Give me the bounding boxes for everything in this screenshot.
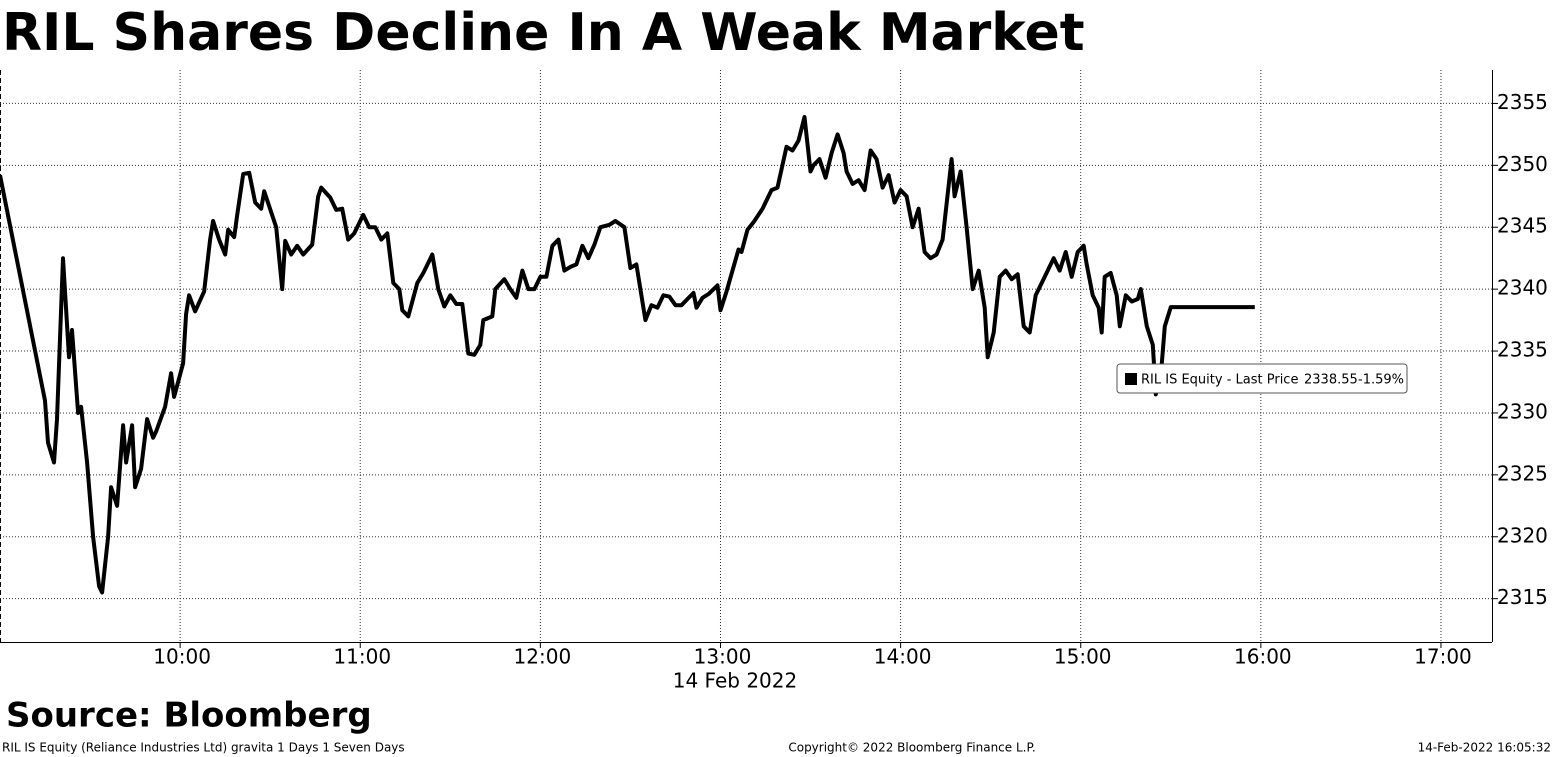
x-tick-label: 10:00 <box>153 645 211 669</box>
y-tick-label: 2325 <box>1497 461 1548 485</box>
x-axis-label: 14 Feb 2022 <box>673 669 797 693</box>
legend-box <box>1116 363 1408 394</box>
chart-title: RIL Shares Decline In A Weak Market <box>2 3 1085 63</box>
legend: RIL IS Equity - Last Price 2338.55 -1.59… <box>1116 363 1408 394</box>
legend-change: -1.59% <box>1358 373 1404 388</box>
y-tick-label: 2315 <box>1497 585 1548 609</box>
price-line <box>0 115 1255 595</box>
y-tick-label: 2330 <box>1497 399 1548 423</box>
x-tick-label: 12:00 <box>514 645 572 669</box>
footer-center: Copyright© 2022 Bloomberg Finance L.P. <box>788 741 1035 755</box>
x-tick-label: 14:00 <box>874 645 932 669</box>
y-tick-label: 2355 <box>1497 90 1548 114</box>
legend-swatch <box>1125 373 1137 385</box>
x-tick-label: 16:00 <box>1234 645 1292 669</box>
legend-last: 2338.55 <box>1304 373 1358 388</box>
y-tick-label: 2335 <box>1497 338 1548 362</box>
source: Source: Bloomberg <box>6 696 372 736</box>
x-tick-label: 15:00 <box>1054 645 1112 669</box>
footer-right: 14-Feb-2022 16:05:32 <box>1418 741 1551 755</box>
x-tick-label: 13:00 <box>694 645 752 669</box>
y-tick-label: 2345 <box>1497 214 1548 238</box>
y-tick-label: 2350 <box>1497 152 1548 176</box>
y-tick-label: 2340 <box>1497 276 1548 300</box>
footer-left: RIL IS Equity (Reliance Industries Ltd) … <box>2 741 405 755</box>
legend-label: RIL IS Equity - Last Price <box>1141 373 1298 388</box>
x-tick-label: 17:00 <box>1414 645 1472 669</box>
y-tick-label: 2320 <box>1497 523 1548 547</box>
x-tick-label: 11:00 <box>333 645 391 669</box>
